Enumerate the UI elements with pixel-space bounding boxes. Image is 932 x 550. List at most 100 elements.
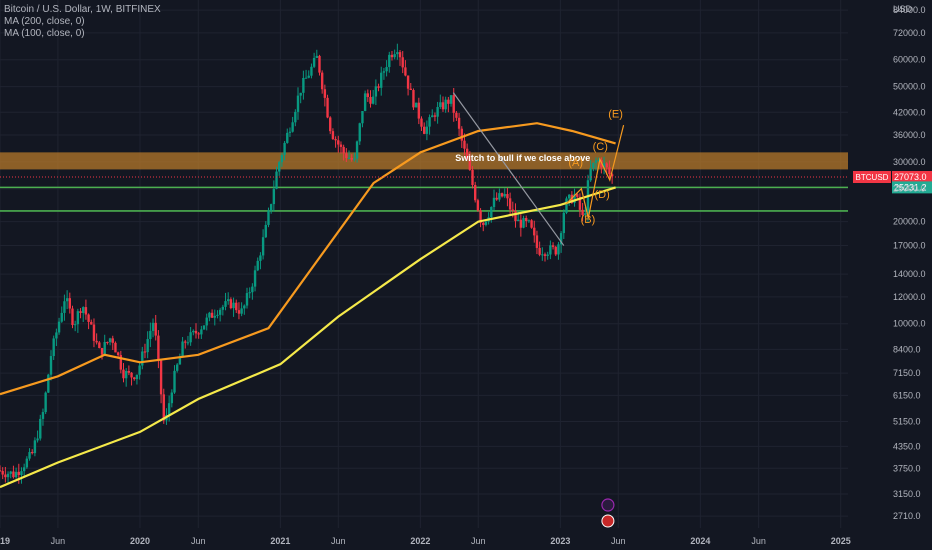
candle-body [224,301,227,307]
candle-body [457,117,461,129]
candle-body [9,471,12,474]
candle-body [514,210,517,222]
candle-body [363,93,367,112]
candle-body [519,219,523,228]
candle-body [39,418,42,439]
candle-body [602,163,606,168]
candle-body [490,206,493,218]
x-tick-label: 2025 [831,536,851,546]
candle-body [272,188,276,205]
candle-body [251,286,254,293]
candle-body [192,330,195,333]
candle-body [73,324,77,326]
candle-body [350,157,353,160]
candle-body [506,194,509,199]
candle-body [157,335,160,361]
candle-body [420,118,423,127]
candle-body [495,197,498,200]
candle-body [533,227,536,236]
candle-body [447,99,450,104]
candle-body [55,332,58,339]
candle-body [608,167,611,175]
candle-body [417,102,421,119]
candle-body [213,315,216,318]
x-tick-label: 2019 [0,536,10,546]
candle-body [243,305,246,309]
flag-icon [601,514,615,528]
candle-body [366,93,370,97]
candle-body [584,213,587,216]
candle-body [320,72,324,90]
candle-body [100,348,104,355]
candle-body [229,299,233,309]
y-tick-label: 10000.0 [893,319,926,329]
candle-body [235,302,238,311]
candle-body [0,470,2,472]
legend-symbol: Bitcoin / U.S. Dollar, 1W, BITFINEX [4,4,161,15]
candle-body [530,220,533,228]
candle-body [232,302,235,309]
candle-body [535,235,539,248]
candle-body [312,57,316,67]
candle-body [503,194,506,197]
candle-body [154,322,157,336]
candle-body [135,374,139,380]
candle-body [610,174,614,177]
candle-body [111,338,114,343]
lightning-icon [601,498,615,512]
candle-body [329,117,332,132]
candle-body [98,342,101,349]
candle-body [79,311,82,314]
candle-body [175,364,179,371]
ma100-line [0,122,616,396]
currency-label: USD [893,4,913,14]
x-tick-label: 2020 [130,536,150,546]
candle-body [143,351,147,353]
candle-body [557,244,560,255]
candle-body [549,245,552,255]
candle-body [492,197,496,207]
candle-body [449,95,453,104]
candle-body [594,160,598,163]
x-tick-label: 2023 [550,536,570,546]
trendline [452,92,565,246]
candle-body [124,371,128,379]
candle-body [551,245,555,247]
candle-body [52,338,55,357]
candle-body [361,111,364,124]
candle-body [355,141,359,159]
y-tick-label: 8400.0 [893,344,921,354]
y-tick-label: 4350.0 [893,441,921,451]
candle-body [578,196,582,210]
candle-body [108,338,112,343]
candle-body [200,329,203,335]
y-tick-label: 20000.0 [893,217,926,227]
y-tick-label: 3150.0 [893,489,921,499]
candle-body [339,144,343,147]
x-tick-label: Jun [611,536,626,546]
candle-body [342,146,345,154]
x-tick-label: 2021 [270,536,290,546]
candle-body [345,153,348,159]
y-tick-label: 50000.0 [893,82,926,92]
zone-note: Switch to bull if we close above [455,153,590,163]
candle-body [194,330,198,334]
x-tick-label: Jun [471,536,486,546]
axes: 84000.0 72000.0 60000.0 50000.0 42000.0 36000… [0,5,926,546]
candle-body [476,200,480,211]
legend-ma100: MA (100, close, 0) [4,28,85,39]
candle-body [436,106,439,117]
candle-body [278,162,281,172]
indicator-lines [0,92,625,489]
candle-body [431,115,434,118]
legend-ma200: MA (200, close, 0) [4,16,85,27]
candle-body [92,324,96,341]
candle-body [388,54,391,68]
candle-body [202,325,206,330]
candle-body [374,86,378,97]
candle-body [151,322,155,331]
candle-body [33,440,37,454]
grid-lines [0,0,848,528]
candle-body [546,254,549,256]
